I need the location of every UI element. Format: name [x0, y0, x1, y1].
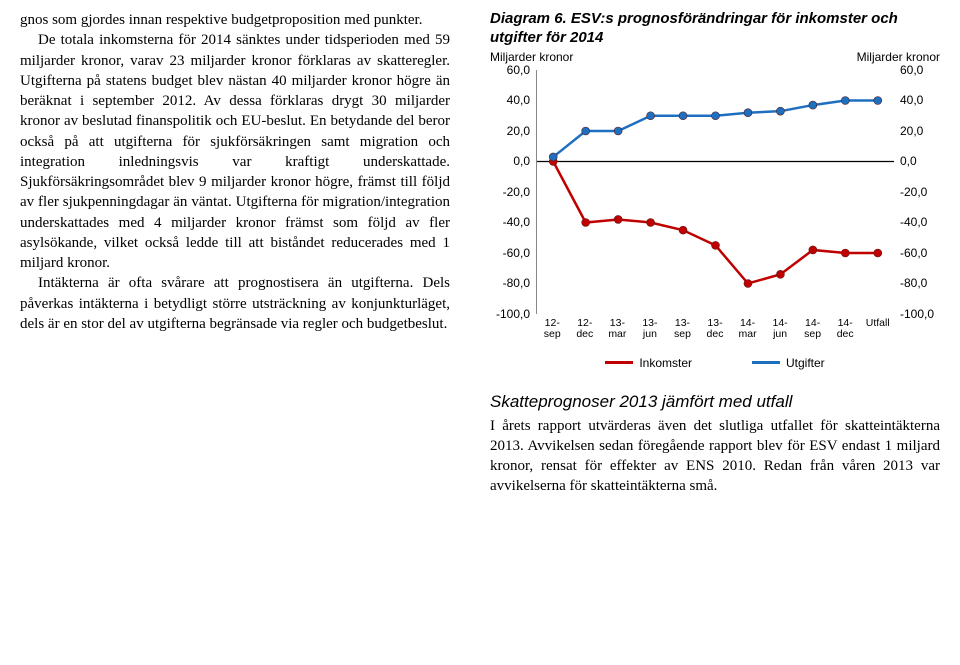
y-tick-left: 0,0 [490, 154, 530, 168]
legend-utgifter: Utgifter [752, 356, 825, 370]
left-para-2: De totala inkomsterna för 2014 sänktes u… [20, 30, 450, 273]
chart-title: Diagram 6. ESV:s prognosförändringar för… [490, 10, 940, 48]
y-tick-left: -40,0 [490, 215, 530, 229]
chart-area: 60,0 40,0 20,0 0,0 -20,0 -40,0 -60,0 -80,0 -100,… [490, 64, 940, 354]
y-tick-right: -100,0 [900, 307, 940, 321]
y-tick-right: -80,0 [900, 276, 940, 290]
y-tick-left: -80,0 [490, 276, 530, 290]
y-tick-right: 20,0 [900, 124, 940, 138]
legend-line-utgifter [752, 361, 780, 364]
x-tick-label: 12-dec [569, 318, 602, 354]
right-section-title: Skatteprognoser 2013 jämfört med utfall [490, 392, 940, 412]
y-tick-right: -20,0 [900, 185, 940, 199]
legend-label-inkomster: Inkomster [639, 356, 692, 370]
y-tick-right: 0,0 [900, 154, 940, 168]
y-tick-right: -60,0 [900, 246, 940, 260]
legend-label-utgifter: Utgifter [786, 356, 825, 370]
chart-y-unit-left: Miljarder kronor [490, 50, 573, 64]
x-tick-label: Utfall [861, 318, 894, 354]
y-tick-right: 60,0 [900, 63, 940, 77]
chart-x-labels: 12-sep12-dec13-mar13-jun13-sep13-dec14-m… [536, 318, 894, 354]
x-tick-label: 14-jun [764, 318, 797, 354]
chart-svg [537, 70, 894, 314]
legend-line-inkomster [605, 361, 633, 364]
y-tick-left: -20,0 [490, 185, 530, 199]
x-tick-label: 13-mar [601, 318, 634, 354]
x-tick-label: 13-sep [666, 318, 699, 354]
x-tick-label: 13-dec [699, 318, 732, 354]
x-tick-label: 14-mar [731, 318, 764, 354]
y-tick-right: 40,0 [900, 93, 940, 107]
left-para-1: gnos som gjordes innan respektive budget… [20, 10, 450, 30]
x-tick-label: 13-jun [634, 318, 667, 354]
y-tick-left: 60,0 [490, 63, 530, 77]
chart-plot [536, 70, 894, 314]
left-para-3: Intäkterna är ofta svårare att prognosti… [20, 273, 450, 334]
x-tick-label: 12-sep [536, 318, 569, 354]
y-tick-right: -40,0 [900, 215, 940, 229]
x-tick-label: 14-dec [829, 318, 862, 354]
right-body-text: I årets rapport utvärderas även det slut… [490, 416, 940, 497]
chart-legend: Inkomster Utgifter [490, 356, 940, 370]
y-tick-left: -100,0 [490, 307, 530, 321]
chart-y-unit-right: Miljarder kronor [857, 50, 940, 64]
y-tick-left: 40,0 [490, 93, 530, 107]
y-tick-left: -60,0 [490, 246, 530, 260]
y-tick-left: 20,0 [490, 124, 530, 138]
legend-inkomster: Inkomster [605, 356, 692, 370]
x-tick-label: 14-sep [796, 318, 829, 354]
